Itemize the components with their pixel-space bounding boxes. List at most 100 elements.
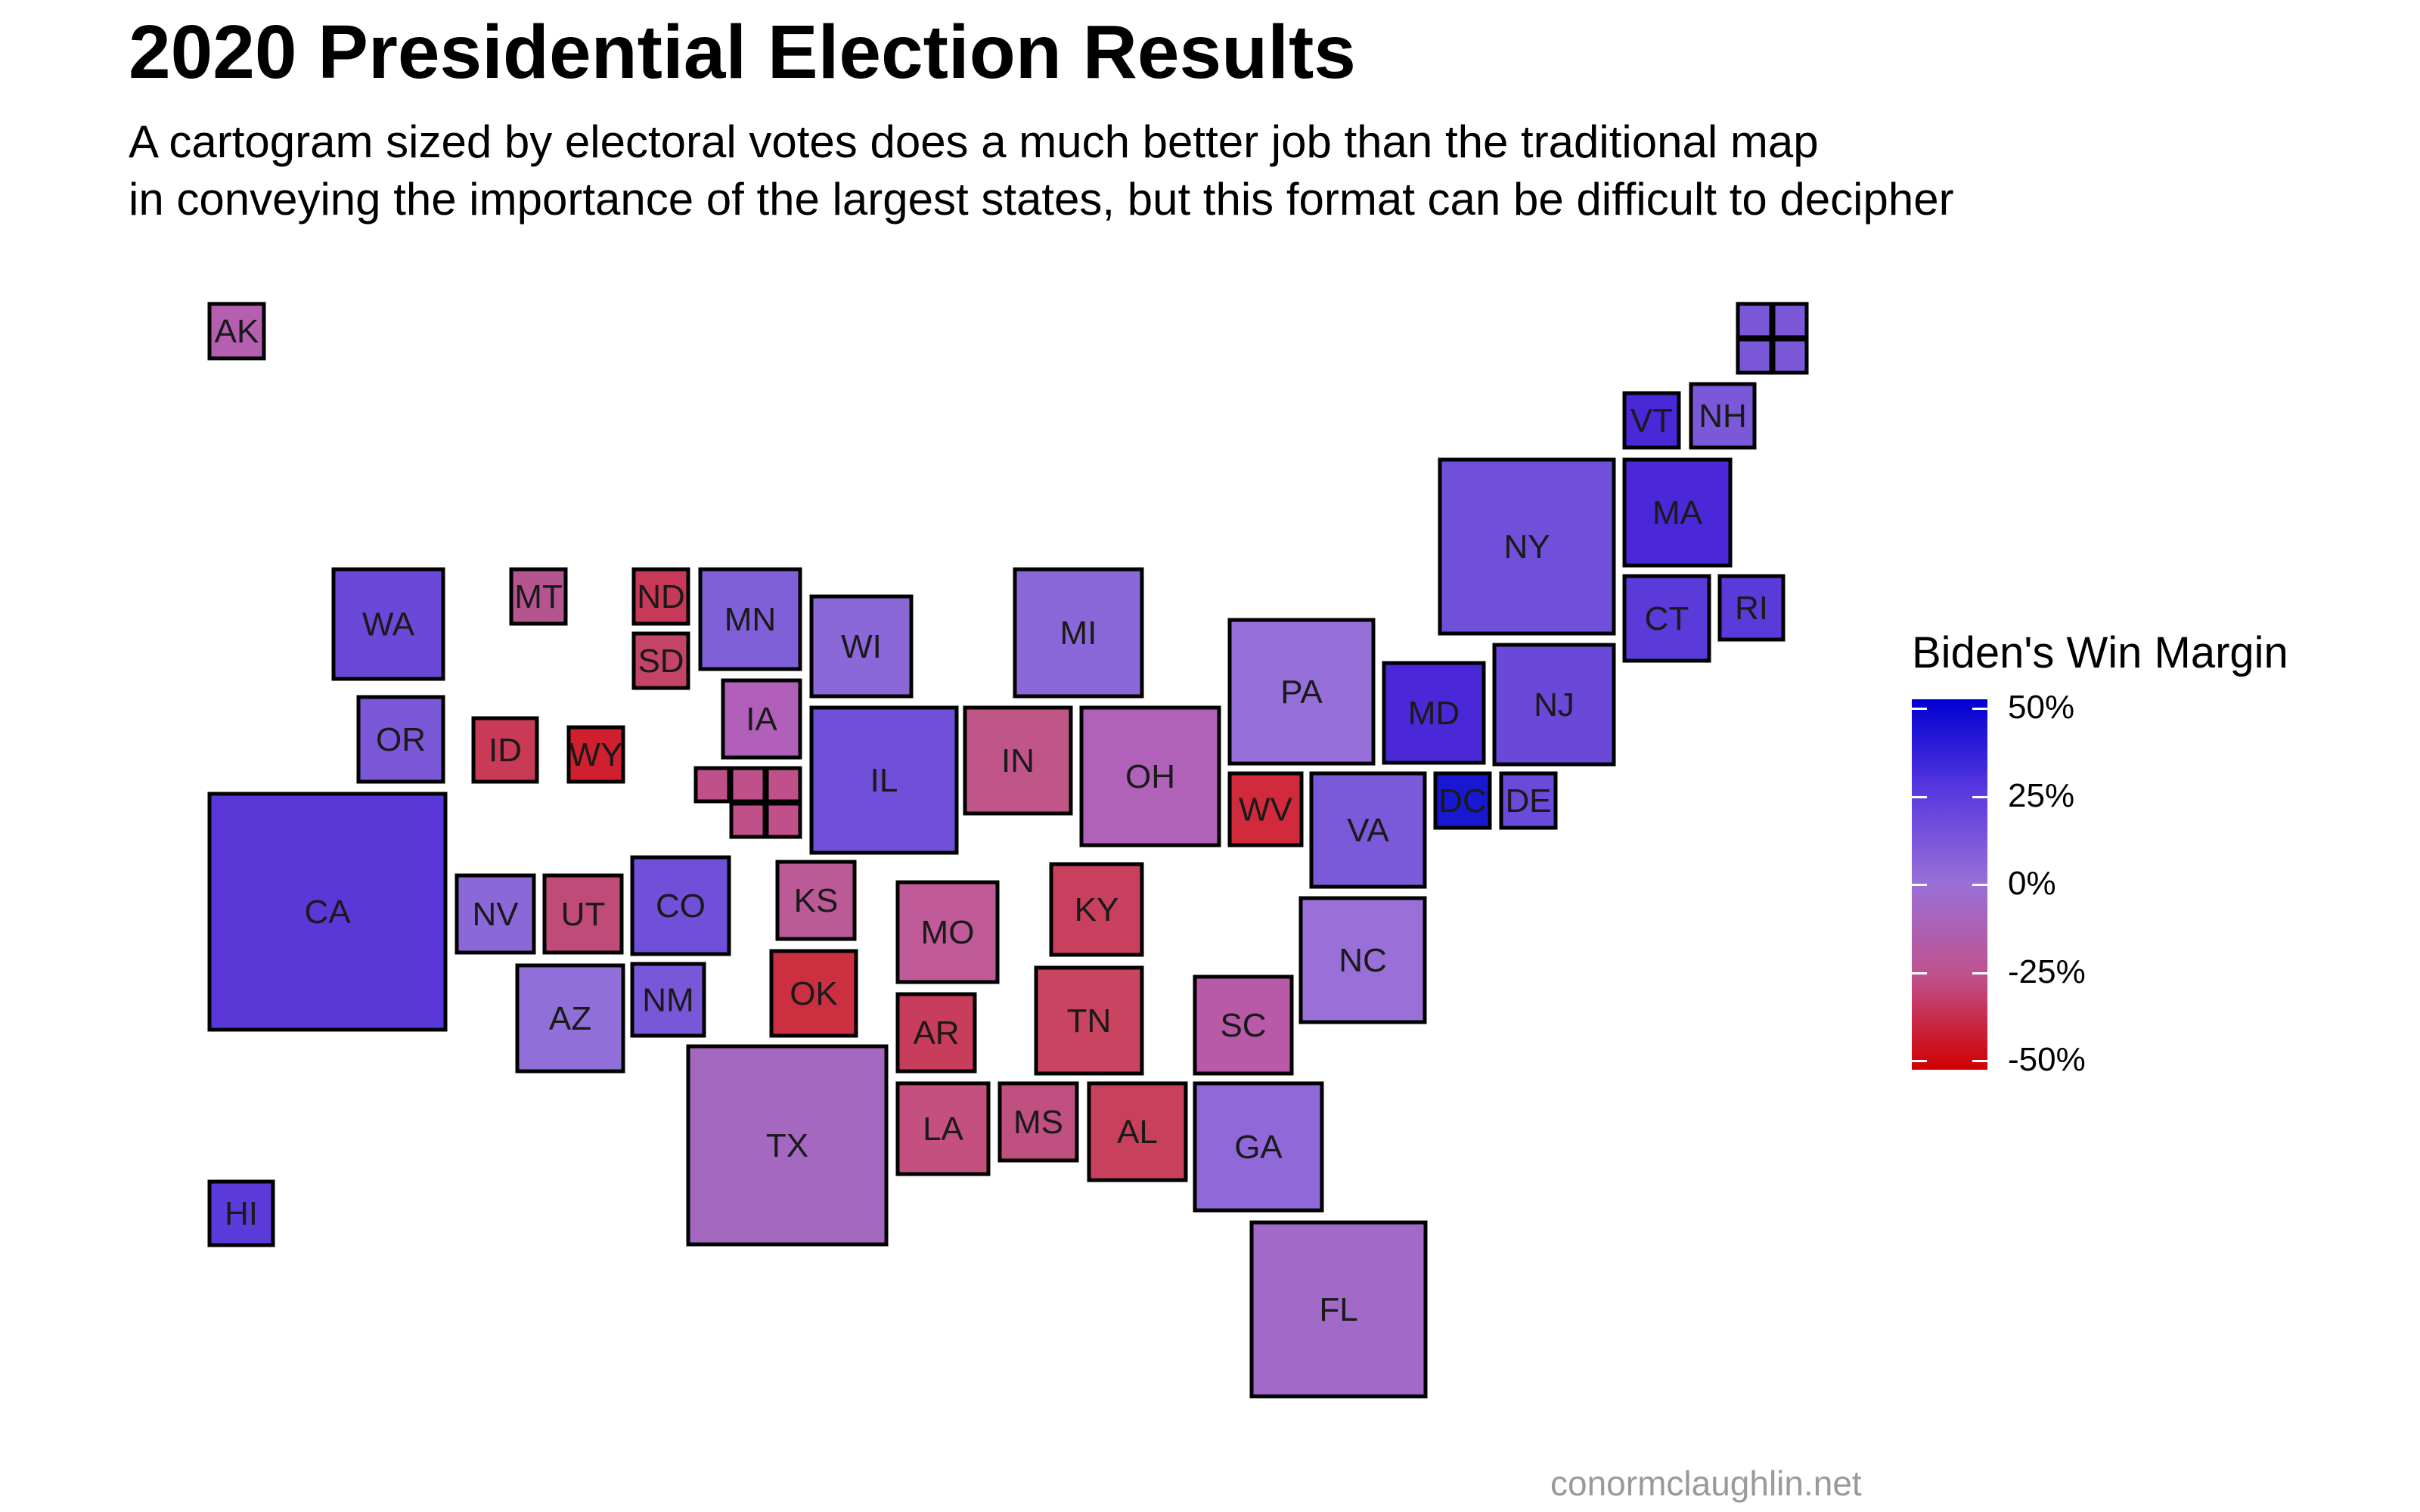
state-tile-wy: WY (566, 725, 625, 784)
state-rect-ny (1438, 457, 1616, 636)
state-rect-ca (207, 792, 448, 1032)
state-tile-al: AL (1087, 1081, 1188, 1182)
state-label-ct: CT (1645, 600, 1689, 637)
state-tile-ne5 (765, 801, 802, 839)
chart-title: 2020 Presidential Election Results (129, 10, 1356, 94)
state-label-md: MD (1408, 695, 1460, 732)
state-tile-id: ID (471, 716, 539, 784)
state-tile-fl: FL (1249, 1220, 1428, 1399)
legend-tick-label: -50% (2008, 1041, 2086, 1078)
state-tile-az: AZ (515, 963, 625, 1074)
state-tile-ok: OK (769, 949, 858, 1038)
legend-tick-right (1972, 1060, 1987, 1062)
state-label-co: CO (656, 888, 706, 925)
state-tile-nh: NH (1689, 382, 1757, 450)
state-label-wa: WA (362, 606, 415, 643)
state-label-mn: MN (724, 601, 776, 638)
state-label-az: AZ (549, 1000, 591, 1037)
state-tile-nc: NC (1298, 896, 1427, 1024)
state-label-ok: OK (790, 975, 838, 1012)
state-tile-ks: KS (775, 860, 857, 941)
state-tile-pa: PA (1227, 618, 1376, 766)
state-tile-il: IL (809, 705, 959, 855)
state-tile-ca: CA (207, 792, 448, 1032)
state-rect-mt (509, 567, 568, 626)
state-label-ut: UT (561, 896, 606, 933)
state-tile-me1 (1736, 302, 1773, 339)
state-rect-ky (1049, 862, 1144, 957)
state-rect-wi (809, 594, 914, 699)
state-label-ky: KY (1075, 891, 1119, 928)
state-label-wi: WI (841, 628, 882, 665)
state-tile-sd: SD (631, 631, 690, 690)
legend-tick-left (1912, 971, 1927, 974)
state-tile-tx: TX (686, 1044, 889, 1247)
legend-tick-label: 50% (2008, 689, 2075, 726)
state-rect-wy (566, 725, 625, 784)
state-tile-ne1 (693, 766, 731, 804)
state-rect-nv (455, 873, 536, 955)
state-label-mi: MI (1060, 615, 1097, 652)
chart-subtitle-line-1: A cartogram sized by electoral votes doe… (129, 116, 1819, 167)
state-rect-fl (1249, 1220, 1428, 1399)
state-rect-la (895, 1081, 991, 1176)
legend-tick-right (1972, 795, 1987, 798)
state-label-ga: GA (1234, 1129, 1283, 1166)
state-tile-ct: CT (1622, 574, 1711, 663)
state-tile-wa: WA (331, 567, 445, 681)
state-tile-ga: GA (1193, 1081, 1324, 1213)
legend-tick-left (1912, 1060, 1927, 1062)
state-tile-dc: DC (1433, 771, 1492, 830)
state-rect-oh (1079, 705, 1221, 847)
state-rect-me2 (1771, 302, 1809, 339)
state-label-id: ID (489, 732, 522, 769)
state-label-tn: TN (1067, 1002, 1112, 1040)
state-tile-de: DE (1499, 771, 1558, 830)
state-tile-or: OR (356, 695, 445, 784)
state-label-sc: SC (1220, 1007, 1266, 1044)
state-rect-me1 (1736, 302, 1773, 339)
state-label-or: OR (376, 721, 426, 758)
state-rect-sd (631, 631, 690, 690)
state-tile-ms: MS (997, 1081, 1079, 1163)
state-rect-ut (542, 873, 624, 955)
state-rect-nm (630, 962, 706, 1038)
state-label-ny: NY (1503, 528, 1550, 565)
legend-tick-label: -25% (2008, 953, 2086, 990)
state-tile-ny: NY (1438, 457, 1616, 636)
state-tile-me4 (1771, 337, 1809, 375)
state-tile-ma: MA (1622, 457, 1733, 568)
state-label-va: VA (1347, 812, 1389, 849)
state-label-nh: NH (1699, 398, 1747, 435)
state-label-mo: MO (921, 914, 975, 951)
state-tile-ak: AK (207, 302, 266, 361)
state-label-al: AL (1117, 1114, 1158, 1151)
state-tile-wv: WV (1227, 771, 1304, 847)
state-label-wy: WY (569, 736, 623, 773)
legend-tick-right (1972, 971, 1987, 974)
state-rect-or (356, 695, 445, 784)
credit-text: conormclaughlin.net (1550, 1464, 1862, 1503)
state-rect-ks (775, 860, 857, 941)
state-tile-nj: NJ (1492, 643, 1616, 767)
state-label-tx: TX (766, 1127, 808, 1164)
state-label-nv: NV (472, 896, 519, 933)
state-label-in: IN (1001, 742, 1035, 779)
state-tile-md: MD (1382, 661, 1486, 765)
state-label-sd: SD (638, 643, 684, 680)
state-tile-co: CO (630, 855, 731, 956)
state-tile-tn: TN (1034, 965, 1144, 1076)
state-tile-ne2 (729, 766, 767, 804)
state-rect-va (1309, 771, 1427, 889)
state-rect-ri (1717, 574, 1786, 642)
state-tile-nm: NM (630, 962, 706, 1038)
state-label-vt: VT (1630, 402, 1673, 439)
state-rect-dc (1433, 771, 1492, 830)
state-label-ma: MA (1652, 494, 1703, 531)
state-rect-hi (207, 1179, 275, 1247)
state-rect-mo (895, 880, 1000, 984)
legend-tick-label: 25% (2008, 776, 2075, 814)
state-label-fl: FL (1319, 1291, 1357, 1328)
state-label-ia: IA (746, 701, 777, 738)
